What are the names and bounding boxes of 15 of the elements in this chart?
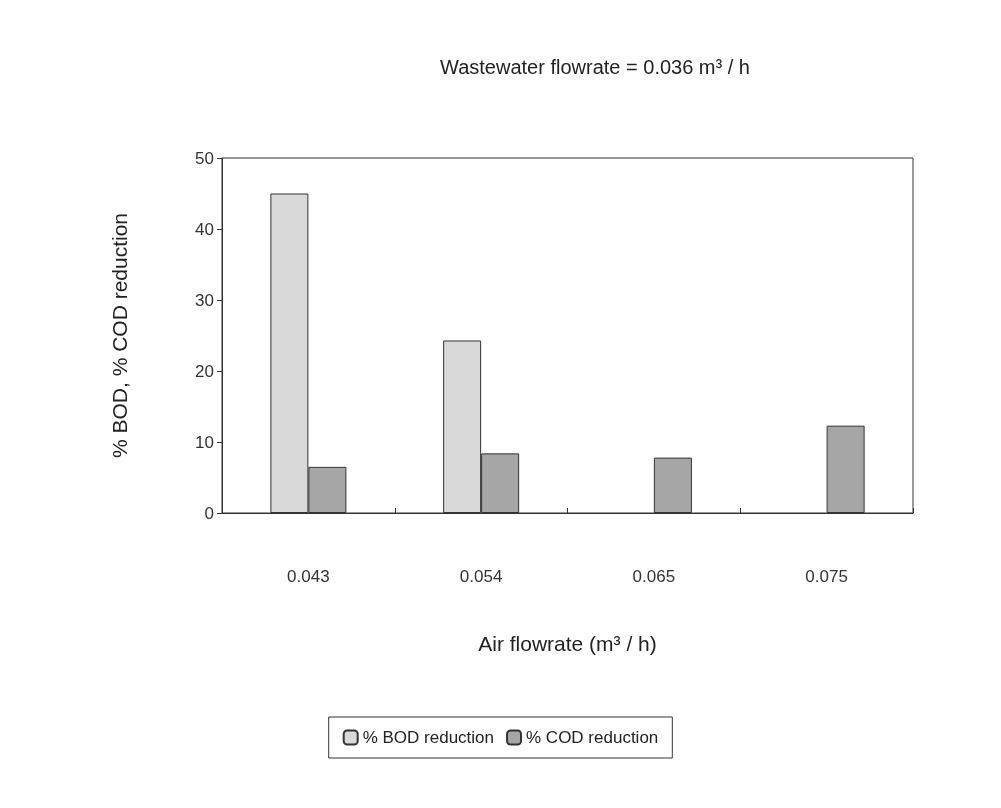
x-tick-label: 0.043 — [287, 567, 330, 586]
legend-label: % COD reduction — [526, 728, 659, 747]
y-tick-label: 0 — [204, 503, 214, 523]
y-tick-label: 10 — [195, 432, 214, 452]
x-tick-label: 0.065 — [632, 567, 676, 586]
x-tick-label: 0.054 — [459, 567, 503, 586]
y-axis-title: % BOD, % COD reduction — [108, 212, 131, 459]
x-tick-label: 0.075 — [805, 567, 848, 586]
y-tick-label: 30 — [195, 290, 214, 310]
legend-label: % BOD reduction — [362, 728, 495, 747]
y-tick-label: 50 — [195, 148, 214, 168]
y-tick-label: 40 — [195, 219, 214, 239]
x-axis-title: Air flowrate (m³ / h) — [478, 632, 657, 655]
y-tick-label: 20 — [195, 361, 214, 381]
chart-title: Wastewater flowrate = 0.036 m³ / h — [440, 56, 750, 78]
